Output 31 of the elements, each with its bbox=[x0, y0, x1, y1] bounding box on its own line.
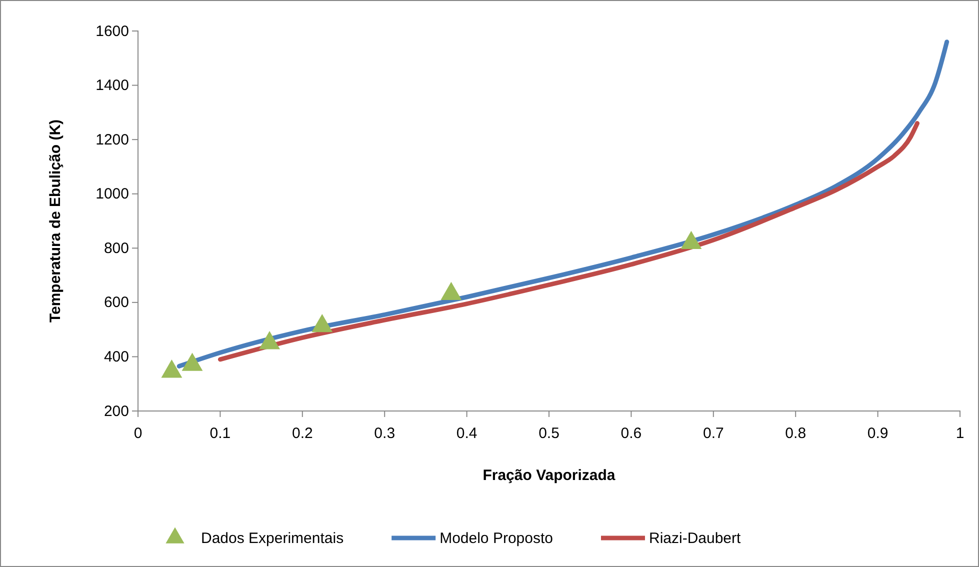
y-tick-label: 800 bbox=[104, 240, 129, 257]
legend-label: Modelo Proposto bbox=[440, 530, 553, 547]
x-tick-label: 0.9 bbox=[867, 425, 888, 442]
x-tick-label: 0.1 bbox=[210, 425, 231, 442]
point bbox=[161, 360, 182, 378]
y-tick-label: 400 bbox=[104, 348, 129, 366]
y-tick-label: 200 bbox=[104, 402, 129, 420]
point bbox=[259, 331, 280, 350]
point bbox=[440, 282, 462, 300]
point bbox=[680, 230, 702, 250]
x-tick-label: 0.4 bbox=[456, 425, 478, 442]
line-series bbox=[218, 121, 920, 362]
x-tick-label: 0 bbox=[134, 425, 142, 442]
y-tick-label: 1600 bbox=[96, 22, 129, 40]
x-axis-title: Fração Vaporizada bbox=[482, 467, 616, 484]
x-tick-label: 0.5 bbox=[538, 425, 560, 442]
x-tick-label: 1 bbox=[956, 425, 964, 442]
legend-label: Dados Experimentais bbox=[201, 530, 344, 547]
x-tick-label: 0.8 bbox=[785, 425, 806, 442]
point bbox=[182, 352, 203, 371]
point bbox=[312, 314, 333, 332]
x-tick-label: 0.3 bbox=[374, 425, 396, 442]
y-tick-label: 600 bbox=[104, 294, 129, 312]
y-tick-label: 1200 bbox=[96, 131, 129, 148]
x-tick-label: 0.6 bbox=[620, 425, 642, 442]
x-tick-label: 0.2 bbox=[292, 425, 313, 442]
legend-label: Riazi-Daubert bbox=[648, 530, 742, 547]
y-tick-label: 1400 bbox=[96, 77, 129, 94]
y-axis-title: Temperatura de Ebulição (K) bbox=[47, 119, 64, 323]
x-tick-label: 0.7 bbox=[702, 425, 724, 442]
y-tick-label: 1000 bbox=[96, 186, 129, 203]
